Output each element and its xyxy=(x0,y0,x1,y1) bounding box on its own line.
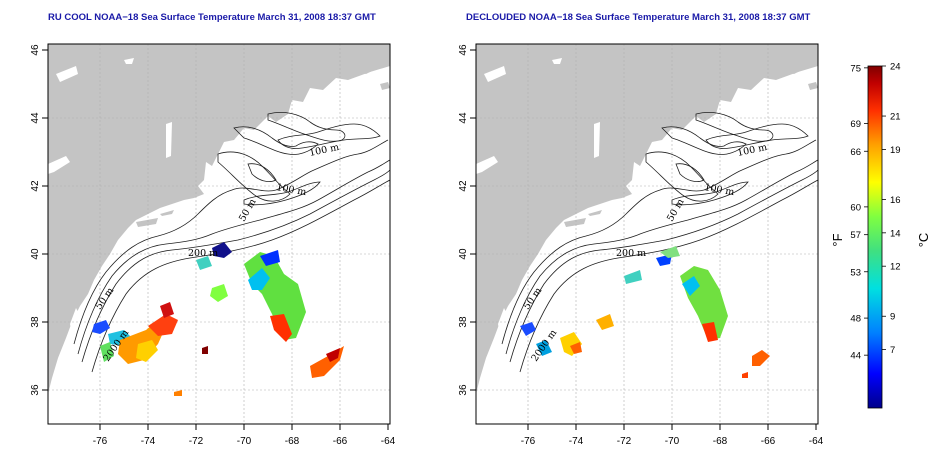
fahrenheit-tick-label: 66 xyxy=(850,147,861,158)
fahrenheit-tick-label: 44 xyxy=(850,351,861,362)
tick-marks-left xyxy=(42,49,389,430)
panel-title-raw: RU COOL NOAA−18 Sea Surface Temperature … xyxy=(48,12,376,23)
celsius-tick-label: 24 xyxy=(890,62,901,73)
celsius-unit-label: °C xyxy=(916,233,931,248)
lat-lon-grid xyxy=(476,44,818,424)
celsius-tick-label: 12 xyxy=(890,262,901,273)
fahrenheit-tick-label: 48 xyxy=(850,314,861,325)
y-axis-left: 36 38 40 42 44 46 xyxy=(30,44,41,396)
x-tick-label: -72 xyxy=(617,436,632,447)
x-tick-label: -66 xyxy=(333,436,348,447)
x-axis-left: -76 -74 -72 -70 -68 -66 -64 xyxy=(93,436,396,447)
x-tick-label: -74 xyxy=(141,436,156,447)
y-tick-label: 46 xyxy=(458,44,469,56)
colorbar-ticks xyxy=(864,65,886,356)
y-tick-label: 38 xyxy=(30,316,41,328)
y-tick-label: 44 xyxy=(30,112,41,124)
celsius-tick-label: 16 xyxy=(890,195,901,206)
colorbar-gradient xyxy=(867,65,883,409)
sst-patches-raw xyxy=(92,242,344,396)
y-tick-label: 36 xyxy=(30,384,41,396)
x-tick-label: -70 xyxy=(665,436,680,447)
x-tick-label: -76 xyxy=(93,436,108,447)
map-frame xyxy=(47,43,391,425)
fahrenheit-tick-label: 75 xyxy=(850,63,861,74)
fahrenheit-tick-label: 69 xyxy=(850,119,861,130)
y-tick-label: 40 xyxy=(458,248,469,260)
y-axis-right: 36 38 40 42 44 46 xyxy=(458,44,469,396)
panel-title-declouded: DECLOUDED NOAA−18 Sea Surface Temperatur… xyxy=(466,12,811,23)
x-axis-right: -76 -74 -72 -70 -68 -66 -64 xyxy=(521,436,824,447)
temperature-colorbar: 75 69 66 60 57 53 48 44 24 21 19 16 14 12 9 7 °F °C xyxy=(830,62,931,409)
x-tick-label: -68 xyxy=(713,436,728,447)
celsius-tick-label: 21 xyxy=(890,112,901,123)
map-frame xyxy=(475,43,819,425)
y-tick-label: 42 xyxy=(30,180,41,192)
y-tick-label: 44 xyxy=(458,112,469,124)
lat-lon-grid xyxy=(48,44,390,424)
fahrenheit-tick-label: 53 xyxy=(850,267,861,278)
celsius-tick-label: 19 xyxy=(890,145,901,156)
y-tick-label: 40 xyxy=(30,248,41,260)
map-panel-raw-sst: RU COOL NOAA−18 Sea Surface Temperature … xyxy=(30,12,396,447)
x-tick-label: -64 xyxy=(809,436,824,447)
y-tick-label: 42 xyxy=(458,180,469,192)
celsius-scale: 24 21 19 16 14 12 9 7 xyxy=(890,62,901,357)
fahrenheit-scale: 75 69 66 60 57 53 48 44 xyxy=(850,63,861,361)
y-tick-label: 46 xyxy=(30,44,41,56)
fahrenheit-unit-label: °F xyxy=(830,233,845,246)
x-tick-label: -74 xyxy=(569,436,584,447)
x-tick-label: -64 xyxy=(381,436,396,447)
x-tick-label: -68 xyxy=(285,436,300,447)
celsius-tick-label: 14 xyxy=(890,228,901,239)
y-tick-label: 38 xyxy=(458,316,469,328)
x-tick-label: -66 xyxy=(761,436,776,447)
celsius-tick-label: 9 xyxy=(890,312,895,323)
x-tick-label: -72 xyxy=(189,436,204,447)
x-tick-label: -70 xyxy=(237,436,252,447)
fahrenheit-tick-label: 57 xyxy=(850,230,861,241)
tick-marks-right xyxy=(470,49,817,430)
celsius-tick-label: 7 xyxy=(890,345,895,356)
y-tick-label: 36 xyxy=(458,384,469,396)
sst-patches-declouded xyxy=(520,246,770,378)
map-panel-declouded-sst: DECLOUDED NOAA−18 Sea Surface Temperatur… xyxy=(458,12,824,447)
x-tick-label: -76 xyxy=(521,436,536,447)
fahrenheit-tick-label: 60 xyxy=(850,202,861,213)
